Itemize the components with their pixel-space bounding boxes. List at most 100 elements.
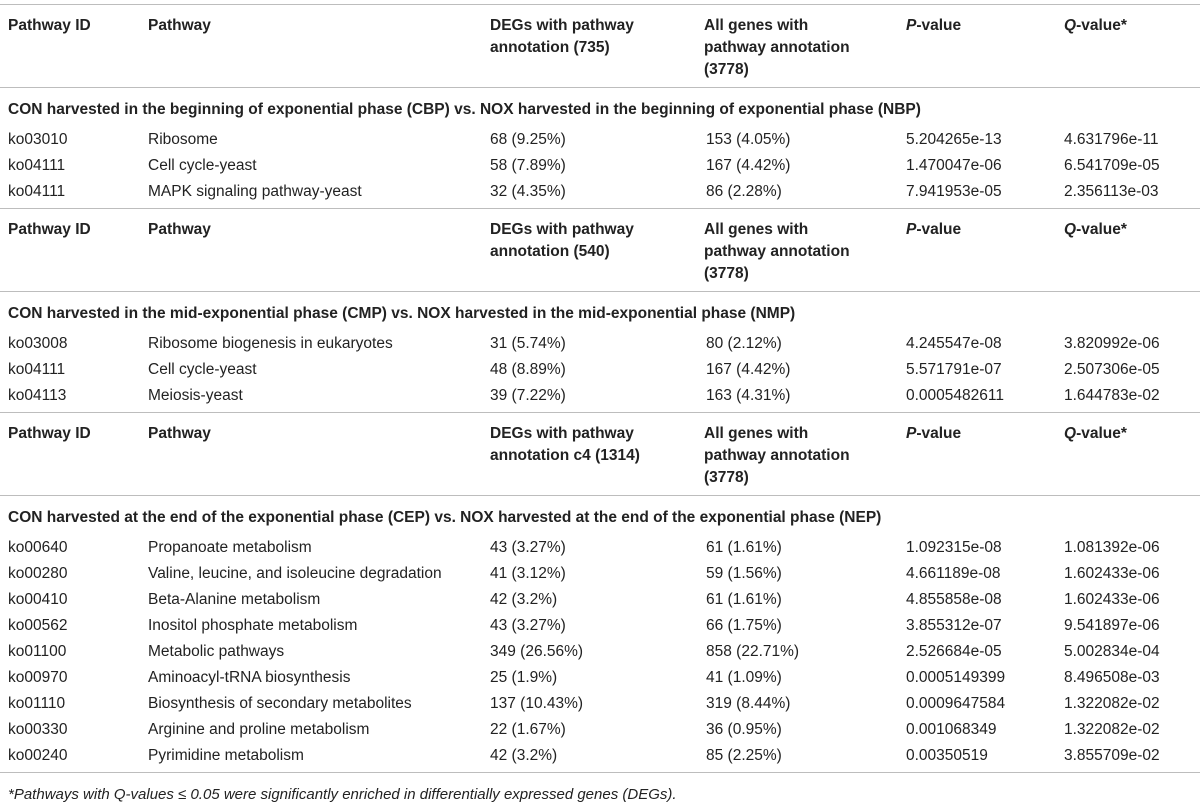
cell-pathway: Ribosome [148, 131, 218, 148]
cell-pathway: Propanoate metabolism [148, 539, 312, 556]
cell-pathway: Cell cycle-yeast [148, 157, 257, 174]
kegg-enrichment-table: Pathway ID Pathway DEGs with pathway annota… [0, 4, 1200, 773]
col-header-pathway-id: Pathway ID [8, 17, 91, 34]
cell-p-value: 0.001068349 [906, 721, 997, 738]
cell-degs: 43 (3.27%) [490, 617, 566, 634]
cell-degs: 41 (3.12%) [490, 565, 566, 582]
table-row: ko00240 Pyrimidine metabolism 42 (3.2%) 85 … [0, 742, 1200, 773]
cell-q-value: 1.081392e-06 [1064, 539, 1160, 556]
cell-all-genes: 80 (2.12%) [706, 335, 782, 352]
cell-pathway-id: ko00640 [8, 539, 68, 556]
cell-degs: 39 (7.22%) [490, 387, 566, 404]
cell-all-genes: 66 (1.75%) [706, 617, 782, 634]
cell-q-value: 8.496508e-03 [1064, 669, 1160, 686]
table-row: ko04113 Meiosis-yeast 39 (7.22%) 163 (4.31%… [0, 382, 1200, 413]
col-header-degs-line1: DEGs with pathway [490, 17, 634, 34]
cell-pathway: Meiosis-yeast [148, 387, 243, 404]
col-header-degs: DEGs with pathway annotation (735) [482, 5, 696, 88]
cell-degs: 43 (3.27%) [490, 539, 566, 556]
col-header-q-value: Q-value* [1056, 413, 1200, 496]
cell-all-genes: 167 (4.42%) [706, 361, 791, 378]
cell-degs: 68 (9.25%) [490, 131, 566, 148]
cell-q-value: 6.541709e-05 [1064, 157, 1160, 174]
cell-p-value: 5.571791e-07 [906, 361, 1002, 378]
cell-pathway-id: ko00280 [8, 565, 68, 582]
cell-all-genes: 163 (4.31%) [706, 387, 791, 404]
table-row: ko00562 Inositol phosphate metabolism 43 (… [0, 612, 1200, 638]
col-header-degs-line2: annotation (540) [490, 243, 610, 260]
cell-pathway-id: ko00410 [8, 591, 68, 608]
cell-pathway: Ribosome biogenesis in eukaryotes [148, 335, 393, 352]
cell-all-genes: 61 (1.61%) [706, 591, 782, 608]
col-header-all-genes-line1: All genes with [704, 221, 809, 238]
cell-degs: 42 (3.2%) [490, 747, 558, 764]
cell-degs: 25 (1.9%) [490, 669, 558, 686]
cell-p-value: 0.0009647584 [906, 695, 1006, 712]
cell-pathway: MAPK signaling pathway-yeast [148, 183, 362, 200]
cell-all-genes: 858 (22.71%) [706, 643, 800, 660]
comparison-section-row: CON harvested in the beginning of expone… [0, 88, 1200, 127]
cell-all-genes: 41 (1.09%) [706, 669, 782, 686]
cell-all-genes: 153 (4.05%) [706, 131, 791, 148]
cell-pathway-id: ko03010 [8, 131, 68, 148]
cell-pathway: Biosynthesis of secondary metabolites [148, 695, 412, 712]
cell-p-value: 4.855858e-08 [906, 591, 1002, 608]
cell-pathway-id: ko00240 [8, 747, 68, 764]
cell-p-value: 4.245547e-08 [906, 335, 1002, 352]
cell-p-value: 2.526684e-05 [906, 643, 1002, 660]
col-header-degs-line2: annotation c4 (1314) [490, 447, 640, 464]
comparison-section-row: CON harvested in the mid-exponential pha… [0, 292, 1200, 331]
cell-degs: 349 (26.56%) [490, 643, 584, 660]
q-letter: Q [1064, 425, 1077, 442]
cell-p-value: 5.204265e-13 [906, 131, 1002, 148]
table-row: ko04111 MAPK signaling pathway-yeast 32 (4… [0, 178, 1200, 209]
header-row: Pathway ID Pathway DEGs with pathway annota… [0, 4, 1200, 88]
col-header-all-genes-line1: All genes with [704, 17, 809, 34]
table-row: ko04111 Cell cycle-yeast 58 (7.89%) 167 (4.… [0, 152, 1200, 178]
col-header-all-genes-line3: (3778) [704, 469, 749, 486]
table-row: ko00640 Propanoate metabolism 43 (3.27%) 61… [0, 534, 1200, 560]
col-header-p-value: P-value [898, 209, 1056, 292]
cell-q-value: 1.644783e-02 [1064, 387, 1160, 404]
table-body: Pathway ID Pathway DEGs with pathway annota… [0, 4, 1200, 773]
table-row: ko00970 Aminoacyl-tRNA biosynthesis 25 (1.… [0, 664, 1200, 690]
cell-pathway-id: ko01100 [8, 643, 67, 660]
cell-all-genes: 319 (8.44%) [706, 695, 791, 712]
cell-p-value: 0.00350519 [906, 747, 988, 764]
cell-pathway: Cell cycle-yeast [148, 361, 257, 378]
col-header-pathway-id: Pathway ID [8, 221, 91, 238]
cell-q-value: 2.507306e-05 [1064, 361, 1160, 378]
q-value-suffix: -value* [1076, 17, 1127, 34]
cell-degs: 48 (8.89%) [490, 361, 566, 378]
cell-p-value: 0.0005149399 [906, 669, 1006, 686]
cell-q-value: 9.541897e-06 [1064, 617, 1160, 634]
cell-pathway: Metabolic pathways [148, 643, 285, 660]
q-letter: Q [1064, 17, 1077, 34]
cell-p-value: 0.0005482611 [906, 387, 1004, 404]
cell-p-value: 4.661189e-08 [906, 565, 1001, 582]
cell-p-value: 3.855312e-07 [906, 617, 1002, 634]
cell-degs: 32 (4.35%) [490, 183, 566, 200]
col-header-all-genes-line2: pathway annotation [704, 447, 850, 464]
comparison-section-row: CON harvested at the end of the exponent… [0, 496, 1200, 535]
q-value-suffix: -value* [1076, 221, 1127, 238]
cell-pathway-id: ko04113 [8, 387, 67, 404]
cell-q-value: 1.602433e-06 [1064, 565, 1160, 582]
cell-q-value: 1.322082e-02 [1064, 695, 1160, 712]
cell-degs: 22 (1.67%) [490, 721, 566, 738]
table-row: ko00410 Beta-Alanine metabolism 42 (3.2%) 6… [0, 586, 1200, 612]
p-value-suffix: -value [916, 425, 962, 442]
table-footnote: *Pathways with Q-values ≤ 0.05 were sign… [8, 786, 677, 803]
cell-pathway-id: ko01110 [8, 695, 66, 712]
col-header-p-value: P-value [898, 5, 1056, 88]
header-row: Pathway ID Pathway DEGs with pathway annota… [0, 412, 1200, 496]
p-value-suffix: -value [916, 221, 962, 238]
comparison-title: CON harvested in the mid-exponential pha… [8, 305, 796, 322]
cell-pathway: Inositol phosphate metabolism [148, 617, 358, 634]
cell-p-value: 1.092315e-08 [906, 539, 1002, 556]
col-header-degs-line1: DEGs with pathway [490, 425, 634, 442]
col-header-all-genes: All genes with pathway annotation (3778) [696, 5, 898, 88]
col-header-q-value: Q-value* [1056, 5, 1200, 88]
col-header-degs-line1: DEGs with pathway [490, 221, 634, 238]
cell-degs: 42 (3.2%) [490, 591, 558, 608]
